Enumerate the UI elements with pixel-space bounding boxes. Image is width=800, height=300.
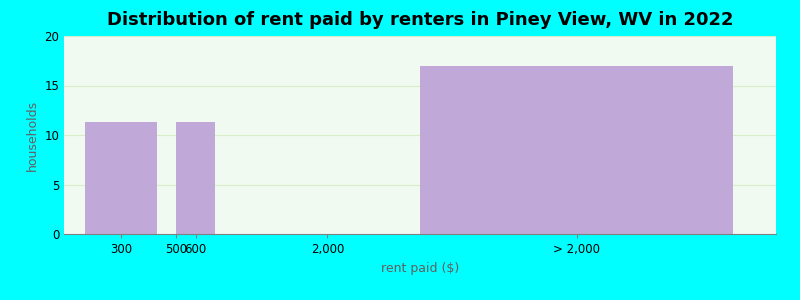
Y-axis label: households: households xyxy=(26,99,38,171)
Title: Distribution of rent paid by renters in Piney View, WV in 2022: Distribution of rent paid by renters in … xyxy=(106,11,734,29)
X-axis label: rent paid ($): rent paid ($) xyxy=(381,262,459,275)
Bar xyxy=(176,122,215,234)
Bar xyxy=(420,66,734,234)
Bar xyxy=(86,122,157,234)
